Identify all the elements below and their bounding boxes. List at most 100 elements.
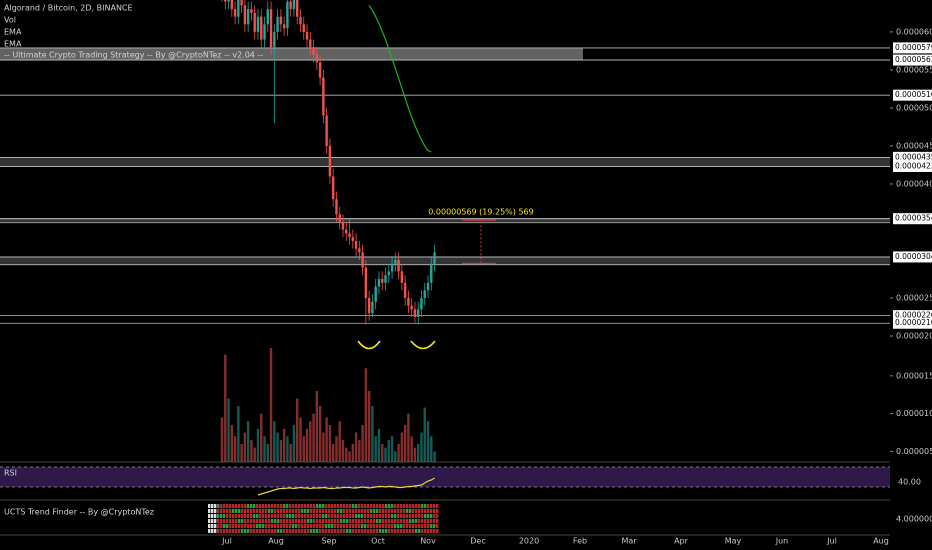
ucts-stripe <box>211 504 214 508</box>
ucts-stripe <box>400 529 403 533</box>
ucts-stripe <box>307 529 310 533</box>
ucts-stripe <box>259 529 262 533</box>
ucts-stripe <box>292 514 295 518</box>
volume-bar <box>246 421 250 462</box>
ucts-stripe <box>331 504 334 508</box>
rsi-value: 40.00 <box>898 478 921 487</box>
ucts-stripe <box>328 514 331 518</box>
ucts-stripe <box>304 514 307 518</box>
ucts-stripe <box>289 524 292 528</box>
ucts-stripe <box>382 509 385 513</box>
indicator-label: EMA <box>4 40 22 49</box>
ucts-stripe <box>307 519 310 523</box>
level-label: 0.00003543 <box>895 214 932 223</box>
y-tick-label: 0.00002000 <box>896 332 932 341</box>
ucts-stripe <box>319 514 322 518</box>
ucts-stripe <box>322 504 325 508</box>
ucts-stripe <box>424 524 427 528</box>
ucts-stripe <box>253 514 256 518</box>
ucts-stripe <box>286 519 289 523</box>
x-tick-label: 2020 <box>519 537 539 546</box>
y-tick-label: 0.00001000 <box>896 409 932 418</box>
ucts-stripe <box>400 509 403 513</box>
ucts-stripe <box>325 514 328 518</box>
candle-body <box>381 278 384 283</box>
ucts-stripe <box>208 529 211 533</box>
ucts-stripe <box>421 504 424 508</box>
ucts-stripe <box>259 519 262 523</box>
level-label-box <box>893 160 932 172</box>
ucts-stripe <box>370 529 373 533</box>
volume-bar <box>266 443 269 462</box>
ucts-stripe <box>352 529 355 533</box>
ucts-stripe <box>250 514 253 518</box>
ucts-stripe <box>349 519 352 523</box>
ucts-stripe <box>289 514 292 518</box>
ucts-stripe <box>424 519 427 523</box>
candle-body <box>410 305 413 310</box>
ucts-stripe <box>235 504 238 508</box>
ucts-stripe <box>307 509 310 513</box>
ucts-stripe <box>265 514 268 518</box>
ucts-stripe <box>217 524 220 528</box>
volume-bar <box>260 413 263 462</box>
candle-body <box>279 16 283 25</box>
candle-body <box>246 9 250 25</box>
ucts-stripe <box>235 519 238 523</box>
rsi-line <box>257 477 435 496</box>
volume-bar <box>410 436 413 462</box>
ucts-stripe <box>376 509 379 513</box>
ucts-stripe <box>334 524 337 528</box>
ucts-stripe <box>292 524 295 528</box>
candle-body <box>394 259 397 264</box>
level-label: 0.00004350 <box>895 152 932 161</box>
ucts-stripe <box>433 514 436 518</box>
ucts-stripe <box>283 529 286 533</box>
ucts-stripe <box>403 529 406 533</box>
ucts-stripe <box>355 504 358 508</box>
ucts-stripe <box>397 529 400 533</box>
x-tick-label: Sep <box>321 537 336 546</box>
volume-bar <box>423 407 426 462</box>
ucts-stripe <box>391 504 394 508</box>
ucts-stripe <box>253 529 256 533</box>
ucts-stripe <box>250 504 253 508</box>
ucts-stripe <box>211 509 214 513</box>
ucts-stripe <box>268 524 271 528</box>
x-tick-label: Jun <box>775 537 789 546</box>
volume-bar <box>279 440 283 462</box>
candle-body <box>237 0 240 17</box>
ucts-stripe <box>397 509 400 513</box>
candle-body <box>397 259 400 272</box>
volume-bar <box>312 413 315 462</box>
ucts-stripe <box>223 514 226 518</box>
ucts-stripe <box>253 524 256 528</box>
ucts-stripe <box>214 519 217 523</box>
ucts-stripe <box>250 519 253 523</box>
volume-bar <box>367 390 371 462</box>
ucts-stripe <box>406 509 409 513</box>
ucts-stripe <box>229 504 232 508</box>
ucts-stripe <box>310 514 313 518</box>
ucts-stripe <box>340 529 343 533</box>
ucts-stripe <box>286 514 289 518</box>
x-tick-label: Apr <box>674 537 689 546</box>
candle-body <box>374 286 377 302</box>
ucts-stripe <box>358 509 361 513</box>
volume-bar <box>325 417 328 462</box>
ucts-stripe <box>310 519 313 523</box>
ucts-stripe <box>265 509 268 513</box>
candle-body <box>420 297 423 310</box>
ucts-stripe <box>298 519 301 523</box>
volume-bar <box>413 447 417 462</box>
ucts-stripe <box>289 504 292 508</box>
volume-bar <box>394 451 397 462</box>
ucts-stripe <box>349 529 352 533</box>
ucts-stripe <box>406 514 409 518</box>
ucts-stripe <box>238 514 241 518</box>
ucts-stripe <box>277 504 280 508</box>
ucts-stripe <box>208 524 211 528</box>
ucts-stripe <box>238 519 241 523</box>
ucts-stripe <box>277 519 280 523</box>
